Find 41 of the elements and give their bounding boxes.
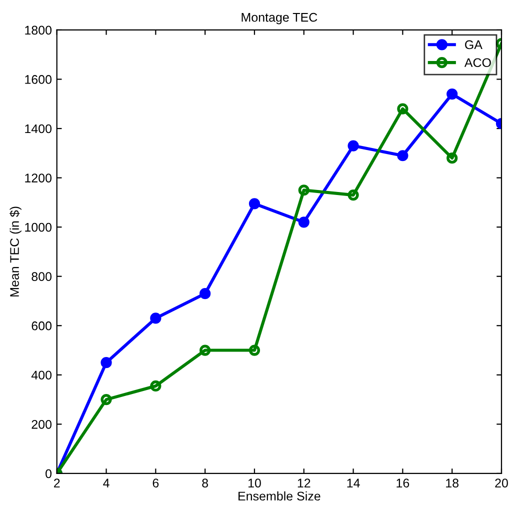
x-tick-label: 16 <box>396 478 410 488</box>
y-tick-label: 800 <box>32 272 52 282</box>
point <box>150 312 162 324</box>
point <box>397 103 408 114</box>
legend-label: GA <box>465 40 482 50</box>
point <box>100 394 112 406</box>
y-tick-label: 600 <box>32 321 52 330</box>
point <box>446 152 458 164</box>
chart-title: Montage TEC <box>242 12 318 24</box>
x-tick-label: 6 <box>152 478 159 488</box>
point <box>200 344 211 356</box>
point <box>150 380 162 392</box>
x-axis-title: Ensemble Size <box>238 491 320 501</box>
point <box>298 184 310 196</box>
point <box>446 88 458 100</box>
point <box>298 216 310 228</box>
point <box>248 344 260 356</box>
x-tick-label: 10 <box>248 478 261 488</box>
point <box>200 288 211 300</box>
x-tick-label: 18 <box>446 478 458 488</box>
x-tick-label: 4 <box>103 478 110 488</box>
y-tick-label: 1000 <box>25 222 52 232</box>
y-tick-label: 1200 <box>25 174 52 182</box>
y-tick-label: 400 <box>31 370 52 380</box>
x-tick-label: 2 <box>54 478 60 488</box>
y-tick-label: 1400 <box>25 124 52 134</box>
y-tick-label: 1800 <box>25 26 52 35</box>
x-tick-label: 20 <box>495 478 508 488</box>
y-tick-label: 1600 <box>25 75 52 84</box>
point <box>348 140 359 152</box>
y-tick-label: 0 <box>46 469 52 478</box>
point <box>248 198 260 210</box>
point <box>397 150 408 162</box>
x-tick-label: 14 <box>347 478 360 488</box>
y-tick-label: 200 <box>32 420 52 429</box>
y-axis-title: Mean TEC (in $) <box>10 206 22 296</box>
x-tick-label: 12 <box>298 478 310 488</box>
point <box>348 189 359 201</box>
x-tick-label: 8 <box>202 478 208 488</box>
legend-label: ACO <box>464 58 491 68</box>
point <box>100 357 112 368</box>
